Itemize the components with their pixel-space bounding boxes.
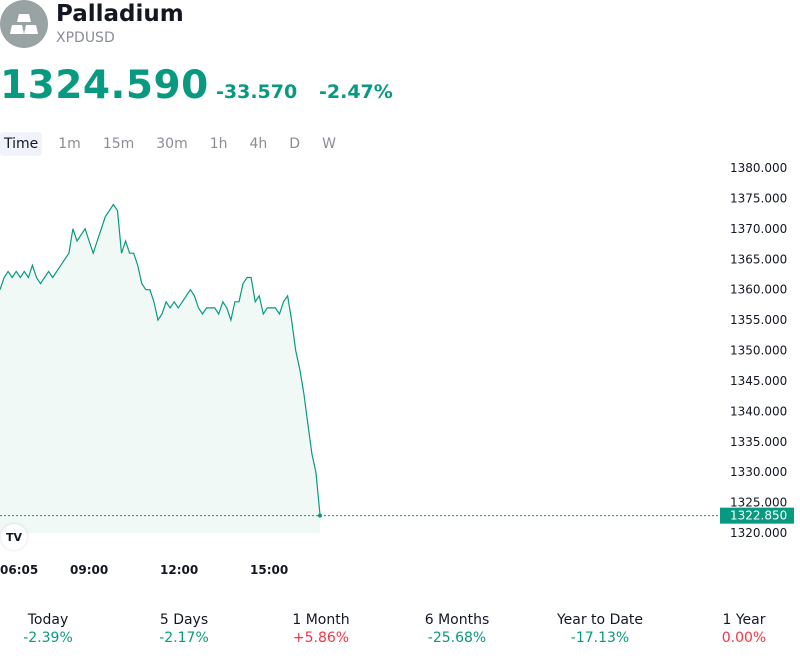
- perf-label: 1 Year: [722, 612, 766, 628]
- y-axis-tick: 1355.000: [730, 313, 787, 327]
- price-change-percent: -2.47%: [319, 81, 393, 103]
- perf-value: -25.68%: [427, 630, 487, 646]
- x-axis-tick: 09:00: [70, 563, 108, 577]
- last-price: 1324.590: [0, 63, 209, 108]
- perf-value: 0.00%: [721, 630, 767, 646]
- last-price-label: 1322.850: [730, 509, 787, 523]
- perf-1-year[interactable]: 1 Year 0.00%: [684, 611, 800, 647]
- y-axis-tick: 1350.000: [730, 344, 787, 358]
- perf-label: 6 Months: [424, 612, 490, 628]
- price-change: -33.570: [216, 81, 298, 103]
- perf-label: Today: [27, 612, 69, 628]
- tab-w[interactable]: W: [322, 136, 336, 152]
- y-axis-tick: 1325.000: [730, 496, 787, 510]
- x-axis-tick: 12:00: [160, 563, 198, 577]
- perf-label: Year to Date: [556, 612, 644, 628]
- page-title: Palladium: [56, 1, 184, 27]
- perf-1-month[interactable]: 1 Month +5.86%: [261, 611, 381, 647]
- y-axis-tick: 1320.000: [730, 526, 787, 540]
- tab-1m[interactable]: 1m: [58, 136, 81, 152]
- tab-15m[interactable]: 15m: [102, 136, 135, 152]
- y-axis-tick: 1375.000: [730, 191, 787, 205]
- tab-time[interactable]: Time: [0, 132, 43, 156]
- y-axis-tick: 1365.000: [730, 252, 787, 266]
- interval-tabs: Time 1m 15m 30m 1h 4h D W: [0, 132, 354, 156]
- perf-6-months[interactable]: 6 Months -25.68%: [397, 611, 517, 647]
- y-axis-tick: 1360.000: [730, 283, 787, 297]
- perf-5-days[interactable]: 5 Days -2.17%: [124, 611, 244, 647]
- last-price-label-bg: [720, 507, 794, 524]
- price-line: [0, 203, 321, 515]
- perf-value: -2.39%: [23, 630, 73, 646]
- perf-label: 5 Days: [159, 612, 209, 628]
- y-axis-tick: 1335.000: [730, 435, 787, 449]
- tradingview-logo[interactable]: TV: [1, 524, 27, 550]
- symbol-logo: [0, 0, 48, 48]
- y-axis-tick: 1330.000: [730, 465, 787, 479]
- tab-4h[interactable]: 4h: [249, 136, 268, 152]
- x-axis-tick: 06:05: [0, 563, 38, 577]
- price-chart[interactable]: 1380.000 1375.000 1370.000 1365.000 1360.000…: [0, 150, 800, 590]
- gold-bars-icon: [10, 14, 38, 34]
- perf-year-to-date[interactable]: Year to Date -17.13%: [540, 611, 660, 647]
- y-axis-tick: 1380.000: [730, 161, 787, 175]
- perf-value: -17.13%: [570, 630, 630, 646]
- perf-value: -2.17%: [159, 630, 209, 646]
- perf-label: 1 Month: [292, 612, 350, 628]
- y-axis-tick: 1340.000: [730, 404, 787, 418]
- performance-bar: Today -2.39% 5 Days -2.17% 1 Month +5.86…: [0, 611, 800, 651]
- y-axis-tick: 1370.000: [730, 222, 787, 236]
- price-area-fill: [0, 204, 320, 533]
- symbol-ticker: XPDUSD: [56, 30, 115, 46]
- tab-30m[interactable]: 30m: [156, 136, 188, 152]
- tab-1h[interactable]: 1h: [209, 136, 228, 152]
- tab-d[interactable]: D: [289, 136, 301, 152]
- last-price-dot: [318, 513, 322, 518]
- y-axis-tick: 1345.000: [730, 374, 787, 388]
- x-axis-tick: 15:00: [250, 563, 288, 577]
- perf-value: +5.86%: [292, 630, 350, 646]
- perf-today[interactable]: Today -2.39%: [0, 611, 108, 647]
